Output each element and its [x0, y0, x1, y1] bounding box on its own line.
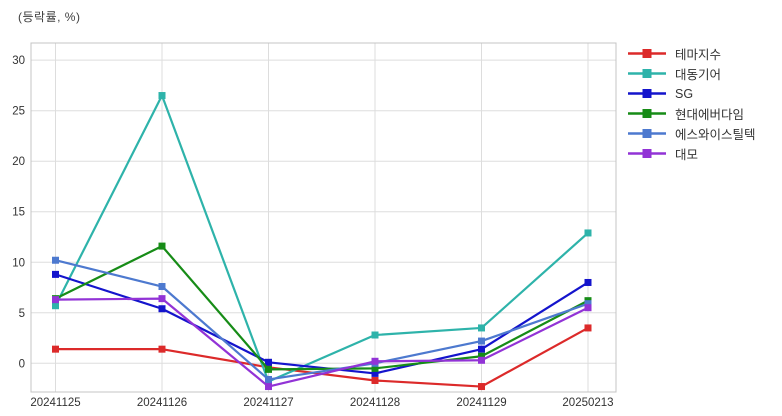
legend-marker-icon [628, 49, 666, 58]
data-point-marker[interactable] [478, 337, 485, 345]
data-point-marker[interactable] [478, 356, 485, 364]
data-point-marker[interactable] [52, 270, 59, 278]
data-point-marker[interactable] [584, 324, 592, 332]
data-point-marker[interactable] [371, 331, 379, 339]
data-point-marker[interactable] [371, 376, 379, 384]
data-point-marker[interactable] [158, 305, 166, 313]
data-point-marker[interactable] [371, 364, 379, 372]
y-axis-tick-label: 10 [12, 257, 25, 269]
series-line [55, 259, 589, 381]
y-axis-tick-label: 5 [19, 308, 25, 320]
legend-item-3[interactable]: 현대에버다임 [628, 106, 756, 122]
data-point-marker[interactable] [158, 295, 166, 303]
legend-item-2[interactable]: SG [628, 86, 756, 101]
x-axis-tick-label: 20241128 [350, 397, 400, 409]
legend-item-0[interactable]: 테마지수 [628, 46, 756, 62]
x-axis-tick-label: 20241126 [137, 397, 187, 409]
data-point-marker[interactable] [158, 92, 166, 100]
data-point-marker[interactable] [52, 302, 59, 310]
legend-label: 대모 [675, 148, 699, 162]
data-point-marker[interactable] [265, 358, 272, 366]
legend-label: 에스와이스틸텍 [675, 128, 756, 142]
data-point-marker[interactable] [371, 369, 379, 377]
legend-item-1[interactable]: 대동기어 [628, 66, 756, 82]
data-point-marker[interactable] [52, 256, 59, 264]
data-point-marker[interactable] [158, 242, 166, 250]
data-point-marker[interactable] [158, 345, 166, 353]
y-axis-tick-label: 30 [12, 55, 25, 67]
data-point-marker[interactable] [265, 375, 272, 383]
data-point-marker[interactable] [478, 345, 485, 353]
x-axis-tick-label: 20241129 [456, 397, 506, 409]
y-axis-tick-label: 0 [19, 358, 25, 370]
data-point-marker[interactable] [584, 278, 592, 286]
y-axis-tick-label: 15 [12, 207, 25, 219]
gridlines [31, 43, 616, 392]
data-point-marker[interactable] [584, 229, 592, 237]
data-point-marker[interactable] [478, 352, 485, 360]
legend-label: 대동기어 [675, 68, 722, 82]
legend-item-5[interactable]: 대모 [628, 146, 756, 162]
y-axis-unit-label: (등락률, %) [18, 10, 81, 24]
legend-marker-icon [628, 89, 666, 98]
legend-label: SG [675, 86, 694, 101]
series-2 [52, 270, 592, 377]
series-5 [52, 295, 592, 391]
data-point-marker[interactable] [265, 383, 272, 391]
legend-item-4[interactable]: 에스와이스틸텍 [628, 126, 756, 142]
series-line [55, 297, 589, 388]
data-point-marker[interactable] [478, 324, 485, 332]
data-point-marker[interactable] [371, 357, 379, 365]
series-line [55, 244, 589, 371]
series-line [54, 94, 589, 383]
data-point-marker[interactable] [52, 296, 59, 304]
x-axis-tick-label: 20241125 [30, 397, 80, 409]
legend-marker-icon [628, 69, 666, 78]
x-axis-tick-label: 20241127 [243, 397, 293, 409]
x-axis-tick-label: 20250213 [562, 397, 613, 409]
data-point-marker[interactable] [478, 383, 485, 391]
data-point-marker[interactable] [584, 300, 592, 308]
data-point-marker[interactable] [584, 304, 592, 312]
legend-label: 현대에버다임 [675, 108, 745, 122]
y-axis-tick-label: 20 [12, 156, 25, 168]
legend-marker-icon [628, 129, 666, 138]
plot-border [30, 42, 617, 393]
series-4 [52, 256, 592, 383]
legend-marker-icon [628, 149, 666, 158]
data-point-marker[interactable] [265, 365, 272, 373]
data-point-marker[interactable] [158, 283, 166, 291]
legend-marker-icon [628, 109, 666, 118]
legend-label: 테마지수 [675, 48, 722, 62]
data-point-marker[interactable] [52, 345, 59, 353]
y-axis-tick-label: 25 [12, 106, 25, 118]
